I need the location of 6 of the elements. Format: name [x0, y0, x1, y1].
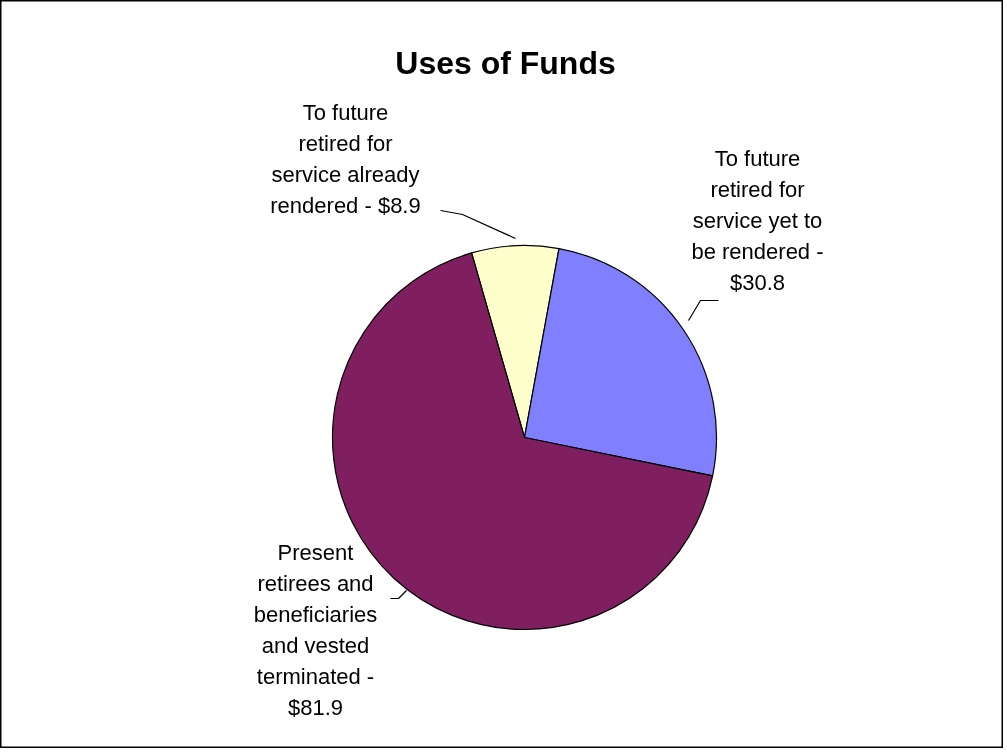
slice-label: Present retirees and beneficiaries and vested terminated -: [253, 540, 378, 689]
slice-label: To future retired for service yet to be rendered -: [691, 146, 824, 264]
slice-label: To future retired for service already rendered - $8.9: [270, 100, 421, 218]
data-label: $30.8: [729, 270, 786, 295]
data-label: $81.9: [287, 695, 344, 720]
chart-title: Uses of Funds: [395, 44, 616, 81]
